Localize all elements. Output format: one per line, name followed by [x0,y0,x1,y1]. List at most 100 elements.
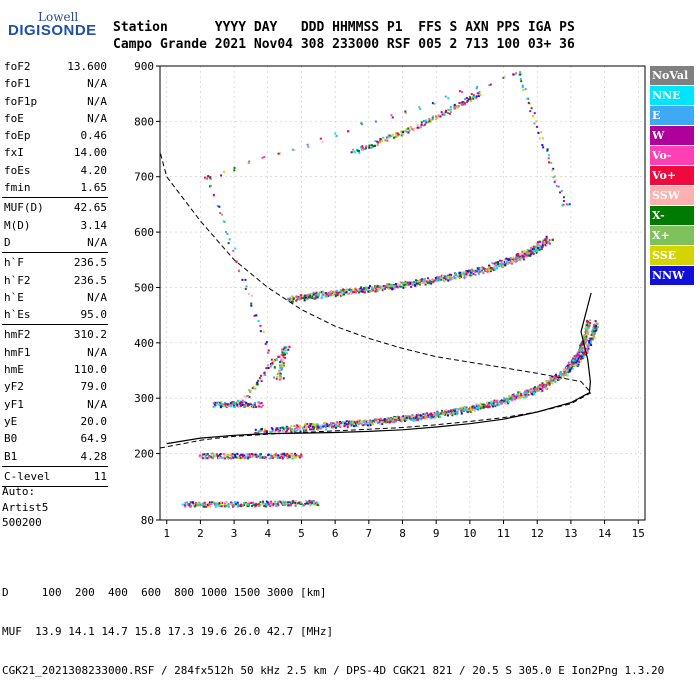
echo-pixel [397,133,400,136]
echo-pixel [276,502,279,505]
echo-pixel [319,427,322,430]
echo-pixel [390,135,393,138]
echo-pixel [219,501,222,504]
echo-pixel [463,407,466,410]
echo-pixel [432,412,435,415]
echo-pixel [576,355,579,358]
echo-pixel [567,361,570,364]
echo-pixel [368,422,371,425]
echo-pixel [312,297,315,300]
echo-pixel [495,261,498,264]
echo-pixel [296,297,299,300]
echo-pixel [201,504,204,507]
echo-pixel [245,401,248,404]
echo-pixel [479,407,482,410]
echo-pixel [298,501,301,504]
echo-pixel [500,262,503,265]
echo-pixel [437,415,440,418]
echo-pixel [458,102,461,105]
echo-pixel [255,455,258,458]
echo-pixel [420,121,423,124]
echo-pixel [254,428,257,431]
echo-pixel [309,294,312,297]
echo-pixel [490,400,493,403]
echo-pixel [404,286,407,289]
echo-pixel [387,134,390,137]
echo-pixel [402,133,405,136]
echo-pixel [339,293,342,296]
echo-pixel [188,503,191,506]
echo-pixel [332,425,335,428]
echo-pixel [181,503,184,506]
param-row: foF1 N/A [2,75,108,92]
echo-pixel [497,263,500,266]
echo-pixel [212,193,215,196]
echo-pixel [261,156,264,159]
param-value: 1.65 [80,181,108,195]
echo-pixel [250,304,253,307]
echo-traces [181,71,599,508]
echo-pixel [379,421,382,424]
echo-pixel [377,142,380,145]
echo-pixel [541,144,544,147]
echo-pixel [444,278,447,281]
echo-pixel [310,423,313,426]
echo-pixel [567,362,570,365]
echo-pixel [317,504,320,507]
echo-pixel [221,403,224,406]
echo-pixel [517,253,520,256]
echo-pixel [211,453,214,456]
echo-pixel [265,341,268,344]
param-row: foEp 0.46 [2,127,108,144]
echo-pixel [233,169,236,172]
echo-pixel [418,282,421,285]
echo-pixel [501,265,504,268]
echo-pixel [412,416,415,419]
echo-pixel [456,106,459,109]
echo-pixel [589,319,592,322]
echo-pixel [374,285,377,288]
echo-pixel [586,344,589,347]
echo-pixel [375,140,378,143]
echo-pixel [314,502,317,505]
y-tick-label: 800 [134,115,154,128]
echo-pixel [489,83,492,86]
echo-pixel [300,296,303,299]
echo-pixel [539,245,542,248]
echo-pixel [305,426,308,429]
echo-pixel [453,410,456,413]
echo-pixel [286,429,289,432]
echo-pixel [204,456,207,459]
echo-pixel [543,385,546,388]
echo-pixel [514,260,517,263]
echo-pixel [520,80,523,83]
param-row: h`F 236.5 [2,254,108,271]
echo-pixel [313,426,316,429]
echo-pixel [388,421,391,424]
echo-pixel [249,389,252,392]
echo-pixel [376,144,379,147]
echo-pixel [505,397,508,400]
echo-pixel [527,390,530,393]
echo-pixel [282,365,285,368]
echo-pixel [588,341,591,344]
echo-pixel [495,404,498,407]
echo-pixel [276,427,279,430]
echo-pixel [511,261,514,264]
echo-pixel [506,262,509,265]
echo-pixel [405,128,408,131]
echo-pixel [482,403,485,406]
echo-pixel [254,387,257,390]
echo-pixel [250,294,253,297]
echo-pixel [300,453,303,456]
echo-pixel [281,426,284,429]
echo-pixel [273,366,276,369]
param-row: fmin 1.65 [2,179,108,196]
echo-pixel [596,322,599,325]
echo-pixel [492,402,495,405]
echo-pixel [435,279,438,282]
echo-pixel [287,348,290,351]
echo-pixel [528,253,531,256]
echo-pixel [518,256,521,259]
echo-pixel [411,281,414,284]
